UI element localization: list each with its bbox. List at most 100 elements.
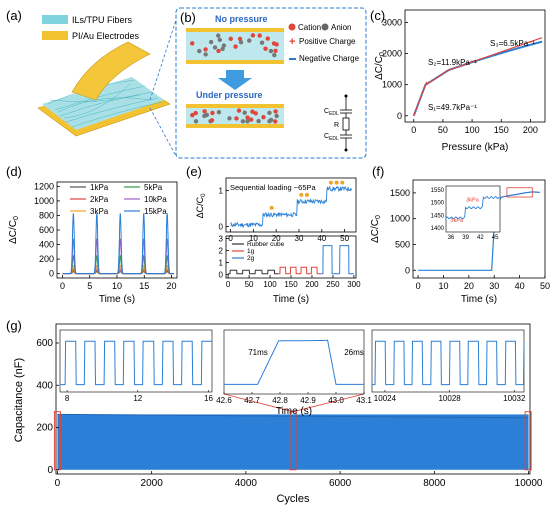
ion bbox=[204, 112, 210, 118]
legend-swatch-fibers bbox=[42, 15, 68, 24]
ion bbox=[257, 33, 262, 38]
legend-entry: 2g bbox=[247, 255, 255, 262]
anion-label: Anion bbox=[331, 23, 351, 32]
tick-label: 600 bbox=[36, 338, 53, 349]
tick-label: 100 bbox=[465, 125, 480, 135]
ion bbox=[273, 109, 278, 114]
tick-label: 1200 bbox=[34, 181, 54, 191]
tick-label: 250 bbox=[326, 280, 340, 289]
tick-label: 0 bbox=[405, 265, 410, 275]
ion bbox=[193, 119, 199, 124]
series-sequential bbox=[230, 185, 352, 229]
panel-c-xlabel: Pressure (kPa) bbox=[442, 142, 509, 153]
inset-tick-label: 39 bbox=[462, 235, 469, 241]
ion bbox=[248, 117, 254, 122]
inset-3-tick-label: 10028 bbox=[438, 394, 461, 403]
c-edl-bottom: CEDL bbox=[324, 133, 339, 142]
ion bbox=[240, 119, 246, 124]
load-marker bbox=[340, 180, 345, 185]
tick-label: 600 bbox=[39, 225, 54, 235]
ion bbox=[203, 47, 208, 52]
tick-label: 40 bbox=[317, 234, 326, 243]
ion bbox=[233, 44, 238, 49]
tick-label: 20 bbox=[272, 234, 281, 243]
legend-entry: 5kPa bbox=[144, 183, 163, 192]
ion bbox=[274, 42, 279, 47]
ion bbox=[263, 46, 268, 51]
minus-icon bbox=[289, 58, 296, 60]
tick-label: 1 bbox=[219, 258, 224, 267]
inset-3-tick-label: 10024 bbox=[374, 394, 397, 403]
tick-label: 1 bbox=[219, 187, 224, 196]
connector-left bbox=[223, 393, 294, 413]
tick-label: 50 bbox=[245, 280, 254, 289]
ion bbox=[203, 52, 208, 57]
legend-entry: 15kPa bbox=[144, 207, 167, 216]
tick-label: 8000 bbox=[423, 478, 446, 489]
ions-pressed bbox=[190, 108, 279, 124]
ion bbox=[202, 109, 207, 114]
panel-f-label: (f) bbox=[372, 164, 384, 179]
ion bbox=[242, 110, 247, 115]
panel-b-label: (b) bbox=[180, 10, 196, 25]
ion bbox=[250, 33, 256, 38]
zoom-line-bottom bbox=[149, 107, 177, 157]
panel-a: (a) ILs/TPU Fibers PI/Au Electrodes bbox=[6, 8, 177, 157]
panel-c-ylabel: ΔC/C0 bbox=[374, 52, 386, 80]
ion bbox=[250, 109, 255, 114]
tick-label: 10 bbox=[112, 281, 122, 291]
inset-tick-label: 36 bbox=[448, 235, 455, 241]
panel-g-ticks: 0 2000 4000 6000 8000 10000 0 200 400 600 bbox=[36, 338, 543, 489]
inset-tick-label: 45 bbox=[492, 235, 499, 241]
ion bbox=[238, 40, 244, 45]
ion bbox=[245, 119, 250, 124]
tick-label: 1000 bbox=[390, 214, 410, 224]
tick-label: 0 bbox=[397, 111, 402, 121]
negative-label: Negative Charge bbox=[299, 54, 360, 63]
cation-icon bbox=[288, 23, 296, 31]
tick-label: 30 bbox=[489, 281, 499, 291]
tick-label: 0 bbox=[49, 269, 54, 279]
tick-label: 15 bbox=[139, 281, 149, 291]
annotation-s2: S₂=11.9kPa⁻¹ bbox=[428, 58, 477, 67]
tick-label: 0 bbox=[219, 223, 224, 232]
legend-entry: Rubber cube bbox=[247, 241, 285, 248]
inset-2-tick-label: 42.9 bbox=[300, 396, 316, 405]
series-rubber-cube bbox=[228, 269, 279, 275]
panel-e-label: (e) bbox=[186, 164, 202, 179]
inset-3-axes bbox=[371, 329, 525, 393]
ion bbox=[259, 40, 265, 45]
panel-c-label: (c) bbox=[370, 8, 385, 23]
ion bbox=[210, 110, 215, 116]
tick-label: 50 bbox=[438, 125, 448, 135]
inset-label-2: 3kPa bbox=[466, 197, 479, 203]
panel-g-main bbox=[53, 393, 532, 471]
ion bbox=[216, 109, 222, 115]
tick-label: 200 bbox=[36, 423, 53, 434]
ion bbox=[209, 118, 215, 123]
panel-f-xlabel: Time (s) bbox=[461, 294, 497, 305]
no-pressure-caption: No pressure bbox=[215, 14, 268, 24]
legend-entry: 1kPa bbox=[90, 183, 109, 192]
tick-label: 300 bbox=[347, 280, 361, 289]
ion bbox=[268, 48, 274, 54]
ion bbox=[245, 115, 250, 120]
load-marker bbox=[334, 180, 339, 185]
cycle-band bbox=[57, 414, 529, 470]
legend-electrodes: PI/Au Electrodes bbox=[72, 31, 140, 41]
ion bbox=[220, 46, 225, 52]
ion bbox=[267, 110, 272, 116]
electrode-bottom-2 bbox=[186, 124, 284, 128]
inset-2-tick-label: 42.7 bbox=[244, 396, 260, 405]
panel-a-label: (a) bbox=[6, 8, 22, 23]
fit-s2 bbox=[425, 68, 451, 86]
tick-label: 1500 bbox=[390, 188, 410, 198]
legend-entry: 3kPa bbox=[90, 207, 109, 216]
tick-label: 0 bbox=[60, 281, 65, 291]
panel-g-xlabel: Cycles bbox=[276, 493, 310, 505]
ion bbox=[228, 36, 233, 41]
